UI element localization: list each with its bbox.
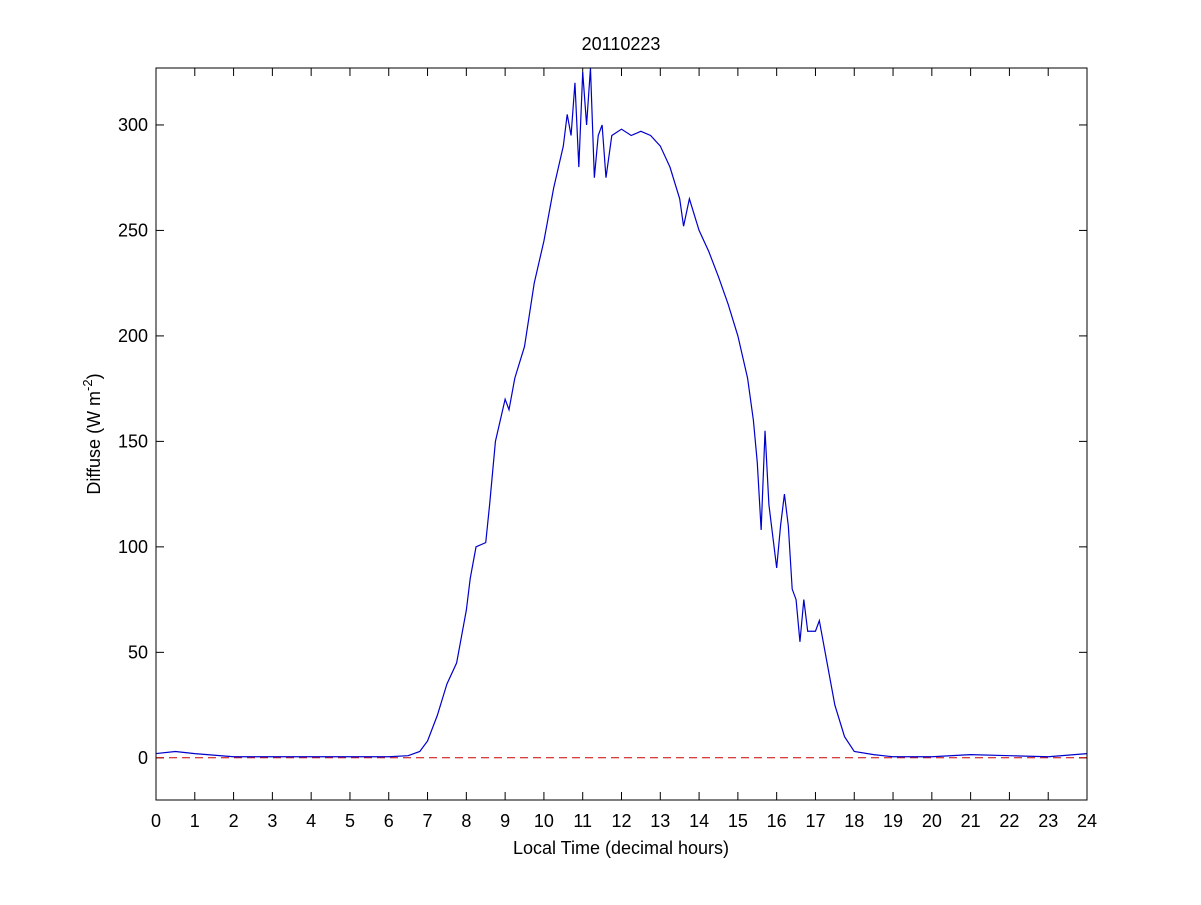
y-axis-label: Diffuse (W m-2) <box>80 373 104 494</box>
x-tick-label: 12 <box>611 811 631 831</box>
x-tick-label: 6 <box>384 811 394 831</box>
x-tick-label: 21 <box>961 811 981 831</box>
chart-title: 20110223 <box>582 34 661 54</box>
x-tick-label: 22 <box>999 811 1019 831</box>
x-axis-label: Local Time (decimal hours) <box>513 838 729 858</box>
data-line <box>155 67 1088 758</box>
x-tick-label: 18 <box>844 811 864 831</box>
y-label-suffix: ) <box>84 373 104 379</box>
x-tick-label: 17 <box>805 811 825 831</box>
x-tick-label: 11 <box>573 811 592 831</box>
y-label-sup: -2 <box>80 379 95 391</box>
x-tick-label: 4 <box>306 811 316 831</box>
y-tick-label: 250 <box>118 220 148 240</box>
x-tick-label: 15 <box>728 811 748 831</box>
x-tick-label: 1 <box>190 811 200 831</box>
x-tick-label: 0 <box>151 811 161 831</box>
x-tick-label: 23 <box>1038 811 1058 831</box>
x-tick-label: 2 <box>229 811 239 831</box>
x-tick-label: 24 <box>1077 811 1097 831</box>
x-tick-label: 10 <box>534 811 554 831</box>
plot-frame <box>155 67 1088 801</box>
y-tick-label: 300 <box>118 115 148 135</box>
x-tick-label: 5 <box>345 811 355 831</box>
x-tick-label: 3 <box>267 811 277 831</box>
x-tick-label: 13 <box>650 811 670 831</box>
y-tick-label: 200 <box>118 326 148 346</box>
x-tick-label: 14 <box>689 811 709 831</box>
y-tick-label: 100 <box>118 537 148 557</box>
y-tick-label: 150 <box>118 431 148 451</box>
x-tick-label: 9 <box>500 811 510 831</box>
x-tick-label: 20 <box>922 811 942 831</box>
x-tick-label: 7 <box>423 811 433 831</box>
y-label-text: Diffuse (W m <box>84 391 104 495</box>
x-tick-label: 16 <box>767 811 787 831</box>
y-tick-label: 50 <box>128 642 148 662</box>
y-tick-label: 0 <box>138 748 148 768</box>
x-tick-label: 8 <box>461 811 471 831</box>
x-tick-label: 19 <box>883 811 903 831</box>
